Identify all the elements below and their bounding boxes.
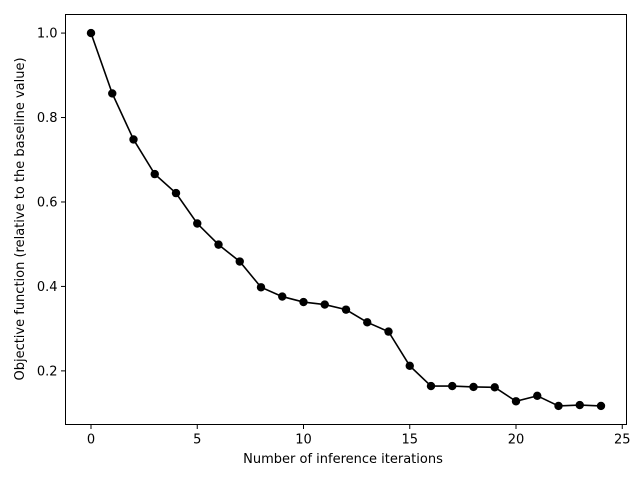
- x-axis-ticks: 0 5 10 15 20 25: [87, 424, 631, 448]
- data-point: [596, 401, 606, 411]
- y-tick-label: 0.8: [37, 111, 58, 126]
- data-point: [214, 240, 223, 249]
- x-tick-label: 5: [193, 433, 201, 448]
- y-tick-label: 0.4: [37, 280, 58, 295]
- x-tick-label: 15: [401, 433, 418, 448]
- data-point: [405, 361, 414, 371]
- data-point: [108, 89, 117, 98]
- data-point: [511, 397, 521, 406]
- data-point: [448, 381, 457, 391]
- data-point: [341, 305, 351, 314]
- data-point: [469, 382, 478, 392]
- data-point: [235, 257, 244, 266]
- data-point: [384, 327, 393, 336]
- data-point: [256, 283, 266, 292]
- data-point: [533, 391, 542, 400]
- y-axis-ticks: 0.2 0.4 0.6 0.8 1.0: [37, 27, 66, 379]
- data-point: [320, 300, 329, 309]
- y-tick-label: 0.6: [37, 195, 58, 210]
- data-point: [129, 135, 138, 144]
- data-point: [150, 169, 159, 179]
- plot-background: [65, 14, 627, 425]
- data-points: [86, 28, 606, 411]
- x-tick-label: 20: [508, 433, 525, 448]
- data-point: [171, 188, 181, 198]
- data-point: [278, 292, 287, 301]
- data-point: [554, 401, 563, 411]
- data-point: [490, 383, 499, 392]
- data-point: [86, 28, 96, 38]
- data-point: [193, 219, 202, 228]
- plot-frame: [65, 14, 627, 425]
- data-point: [426, 381, 436, 391]
- x-axis-label: Number of inference iterations: [243, 452, 443, 467]
- data-point: [363, 318, 372, 327]
- x-tick-label: 10: [295, 433, 312, 448]
- data-point: [575, 400, 584, 410]
- data-point: [299, 297, 308, 307]
- y-tick-label: 1.0: [37, 27, 58, 42]
- y-tick-label: 0.2: [37, 364, 58, 379]
- y-axis-label: Objective function (relative to the base…: [13, 57, 28, 380]
- x-tick-label: 25: [614, 433, 631, 448]
- x-tick-label: 0: [87, 433, 95, 448]
